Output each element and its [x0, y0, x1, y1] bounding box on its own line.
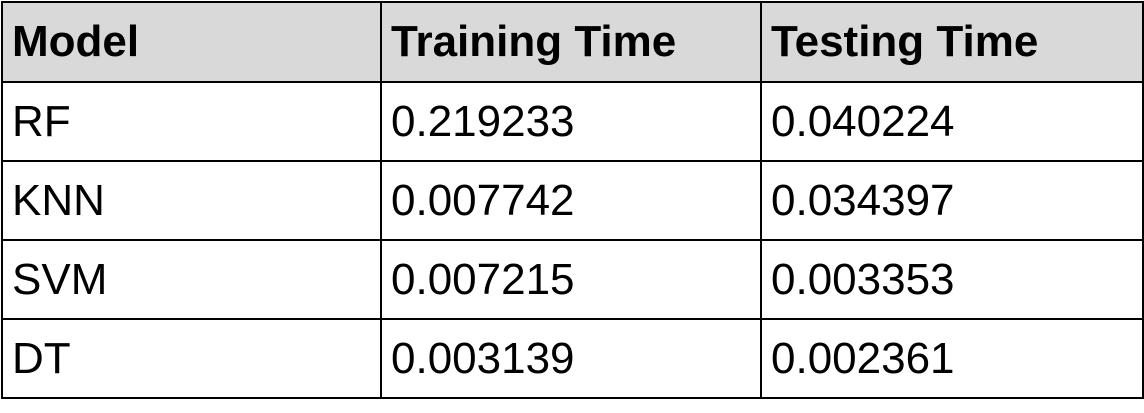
model-cell: RF [1, 81, 382, 162]
header-cell-model: Model [1, 1, 382, 83]
training-time-cell: 0.007215 [380, 239, 762, 320]
training-time-cell: 0.219233 [380, 81, 762, 162]
testing-time-cell: 0.003353 [760, 239, 1144, 320]
testing-time-cell: 0.002361 [760, 318, 1144, 399]
model-cell: KNN [1, 160, 382, 241]
model-cell: DT [1, 318, 382, 399]
results-table: Model Training Time Testing Time RF 0.21… [1, 1, 1144, 399]
header-cell-training-time: Training Time [380, 1, 762, 83]
testing-time-cell: 0.040224 [760, 81, 1144, 162]
table-row: KNN 0.007742 0.034397 [1, 160, 1144, 241]
table-row: DT 0.003139 0.002361 [1, 318, 1144, 399]
model-cell: SVM [1, 239, 382, 320]
testing-time-cell: 0.034397 [760, 160, 1144, 241]
training-time-cell: 0.007742 [380, 160, 762, 241]
table-row: RF 0.219233 0.040224 [1, 81, 1144, 162]
header-cell-testing-time: Testing Time [760, 1, 1144, 83]
table-row: SVM 0.007215 0.003353 [1, 239, 1144, 320]
training-time-cell: 0.003139 [380, 318, 762, 399]
table-header-row: Model Training Time Testing Time [1, 1, 1144, 83]
